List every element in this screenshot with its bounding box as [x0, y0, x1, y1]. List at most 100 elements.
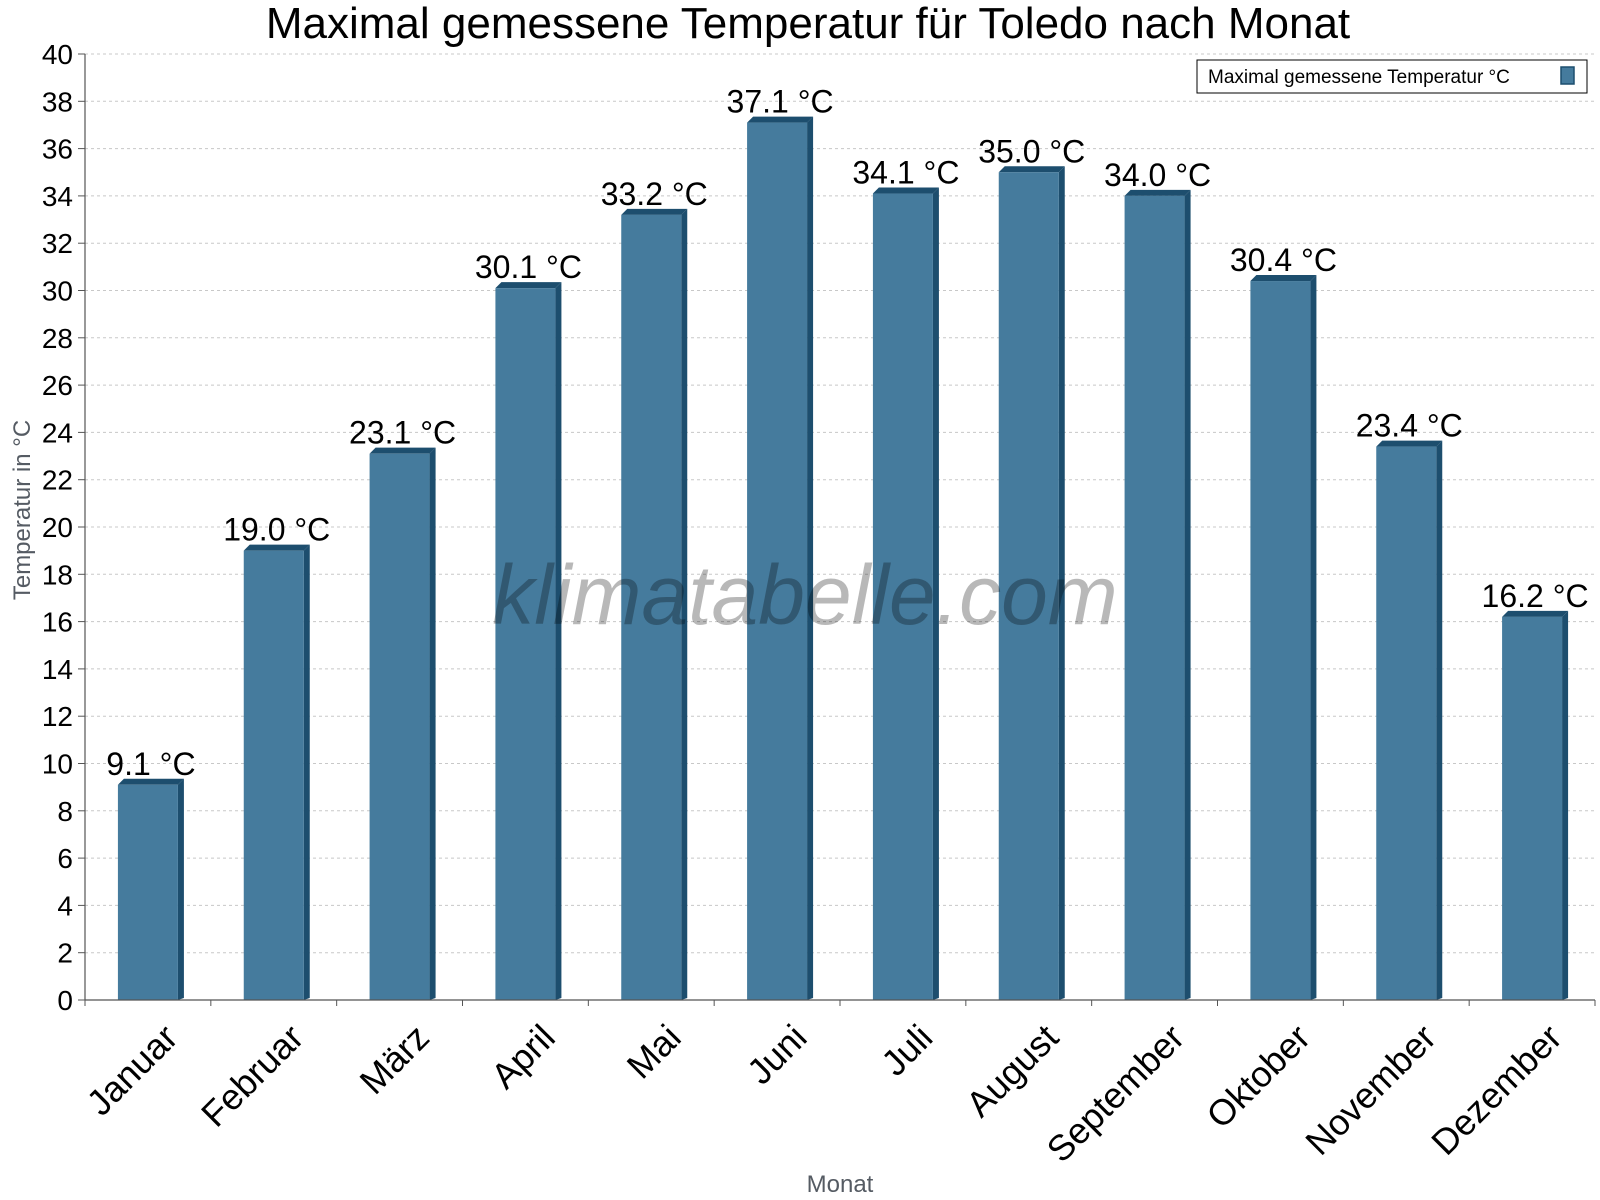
bar-side — [1184, 189, 1191, 1000]
y-tick-label: 34 — [42, 181, 73, 212]
y-tick-label: 10 — [42, 749, 73, 780]
bar-side — [555, 282, 562, 1000]
x-tick-label: Mai — [619, 1016, 689, 1086]
data-labels: 9.1 °C 19.0 °C 23.1 °C 30.1 °C 33.2 °C 37.1 °… — [106, 84, 1588, 782]
data-label: 35.0 °C — [978, 133, 1085, 169]
bar-top — [117, 778, 184, 785]
bar-face — [872, 193, 933, 1000]
bar-top — [872, 187, 939, 194]
bar-top — [243, 544, 310, 551]
x-tick-label: November — [1297, 1016, 1443, 1162]
bar-top — [495, 282, 562, 289]
data-label: 16.2 °C — [1482, 578, 1589, 614]
x-tick-label: Dezember — [1423, 1016, 1569, 1162]
bar-side — [807, 116, 814, 1000]
bar-face — [369, 453, 430, 1000]
bar — [621, 208, 688, 1000]
y-tick-label: 6 — [57, 843, 73, 874]
bar-side — [1058, 166, 1065, 1000]
y-tick-label: 30 — [42, 276, 73, 307]
y-tick-label: 0 — [57, 985, 73, 1016]
bar-side — [1436, 440, 1443, 1001]
y-tick-label: 18 — [42, 559, 73, 590]
x-tick-label: Oktober — [1198, 1016, 1318, 1136]
bar-top — [747, 116, 814, 123]
legend-box — [1196, 59, 1588, 94]
watermark: klimatabelle.com — [492, 548, 1118, 642]
data-label: 23.4 °C — [1356, 408, 1463, 444]
bar-face — [621, 214, 682, 1000]
data-label: 37.1 °C — [727, 84, 834, 120]
legend-swatch — [1560, 66, 1575, 85]
bar-side — [1562, 610, 1569, 1000]
bar-side — [681, 208, 688, 1000]
bar-side — [177, 778, 184, 1000]
y-tick-label: 26 — [42, 370, 73, 401]
bar — [872, 187, 939, 1000]
bar-side — [429, 447, 436, 1000]
bar — [495, 282, 562, 1000]
x-axis-title: Monat — [807, 1171, 874, 1198]
bar-side — [932, 187, 939, 1000]
bar — [747, 116, 814, 1000]
bar — [1502, 610, 1569, 1000]
data-label: 9.1 °C — [106, 746, 195, 782]
y-tick-label: 32 — [42, 228, 73, 259]
bar — [1376, 440, 1443, 1001]
bar-face — [495, 288, 556, 1000]
bar — [369, 447, 436, 1000]
x-tick-label: März — [351, 1016, 437, 1102]
y-tick-label: 36 — [42, 134, 73, 165]
bar-face — [998, 172, 1059, 1000]
bar-top — [1376, 440, 1443, 447]
bar-face — [1502, 616, 1563, 1000]
y-axis-title: Temperatur in °C — [9, 420, 36, 600]
bar-top — [1124, 189, 1191, 196]
data-label: 34.0 °C — [1104, 157, 1211, 193]
x-tick-label: Februar — [193, 1016, 311, 1134]
bar-side — [303, 544, 310, 1000]
x-tick-label: August — [958, 1016, 1066, 1124]
bar-side — [1310, 275, 1317, 1000]
x-tick-label: April — [483, 1016, 563, 1096]
bar-top — [369, 447, 436, 454]
bar-face — [1124, 195, 1185, 1000]
bar-top — [1250, 275, 1317, 282]
bar — [1250, 275, 1317, 1000]
legend-label: Maximal gemessene Temperatur °C — [1208, 67, 1510, 88]
data-label: 34.1 °C — [852, 155, 959, 191]
data-label: 30.1 °C — [475, 249, 582, 285]
data-label: 33.2 °C — [601, 176, 708, 212]
bar-face — [117, 784, 178, 1000]
bar-face — [1376, 446, 1437, 1001]
x-ticks: Januar Februar März April Mai Juni Juli AugustS… — [79, 1000, 1596, 1170]
y-tick-label: 2 — [57, 938, 73, 969]
legend: Maximal gemessene Temperatur °C — [1196, 59, 1588, 94]
chart-title: Maximal gemessene Temperatur für Toledo … — [266, 0, 1350, 48]
x-tick-label: Juli — [873, 1016, 940, 1083]
x-tick-label: Juni — [739, 1016, 815, 1092]
bar-face — [747, 122, 808, 1000]
bars — [117, 116, 1569, 1001]
data-label: 23.1 °C — [349, 415, 456, 451]
bar — [243, 544, 310, 1000]
y-tick-label: 28 — [42, 323, 73, 354]
x-tick-label: September — [1039, 1016, 1193, 1170]
y-tick-label: 38 — [42, 86, 73, 117]
bar — [117, 778, 184, 1000]
x-tick-label: Januar — [79, 1016, 186, 1123]
y-tick-label: 14 — [42, 654, 73, 685]
y-tick-label: 8 — [57, 796, 73, 827]
data-label: 30.4 °C — [1230, 242, 1337, 278]
y-tick-label: 4 — [57, 890, 73, 921]
y-tick-label: 22 — [42, 465, 73, 496]
y-tick-label: 24 — [42, 417, 73, 448]
bar-face — [1250, 281, 1311, 1000]
y-tick-label: 20 — [42, 512, 73, 543]
bar-top — [621, 208, 688, 215]
bar — [998, 166, 1065, 1000]
y-tick-label: 12 — [42, 701, 73, 732]
data-label: 19.0 °C — [223, 512, 330, 548]
